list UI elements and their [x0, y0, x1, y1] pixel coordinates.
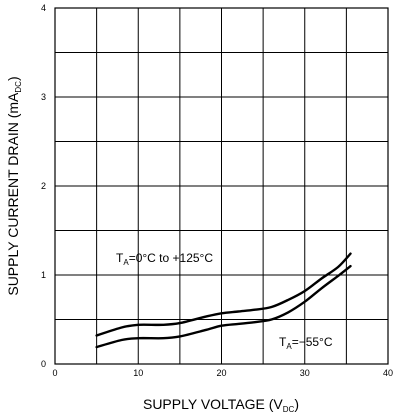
x-tick-label: 10 — [133, 368, 143, 378]
curves — [95, 252, 352, 349]
x-tick-label: 0 — [52, 368, 57, 378]
y-axis-label: SUPPLY CURRENT DRAIN (mADC) — [5, 76, 23, 295]
x-axis-label: SUPPLY VOLTAGE (VDC) — [143, 396, 299, 414]
x-tick-label: 20 — [216, 368, 226, 378]
grid — [55, 8, 388, 364]
y-tick-label: 3 — [41, 92, 46, 102]
tick-labels: 0 10 20 30 40 0 1 2 3 4 — [41, 3, 393, 378]
y-tick-label: 4 — [41, 3, 46, 13]
series-line-1 — [95, 252, 352, 337]
series-line-0 — [95, 264, 352, 349]
plot-area — [54, 7, 389, 365]
y-tick-label: 1 — [41, 270, 46, 280]
y-tick-label: 2 — [41, 181, 46, 191]
y-tick-label: 0 — [41, 359, 46, 369]
annotation-0-125c: TA=0°C to +125°C — [116, 251, 213, 267]
x-tick-label: 30 — [300, 368, 310, 378]
x-tick-label: 40 — [383, 368, 393, 378]
annotation-minus-55c: TA=−55°C — [279, 335, 333, 351]
